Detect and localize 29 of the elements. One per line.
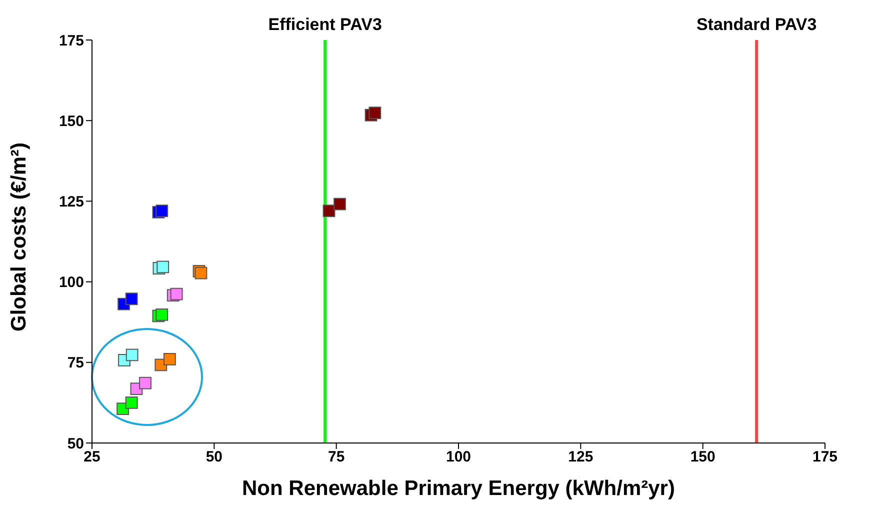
x-tick-label: 50 <box>206 448 223 466</box>
point <box>156 204 168 218</box>
y-axis-title: Global costs (€/m²) <box>7 142 30 332</box>
x-tick-label: 75 <box>328 448 345 466</box>
x-tick-label: 25 <box>84 448 100 466</box>
x-tick-label: 150 <box>690 448 716 466</box>
y-tick-label: 125 <box>58 194 84 211</box>
ref-line-label: Efficient PAV3 <box>268 15 382 34</box>
point <box>156 308 168 321</box>
point <box>125 396 138 409</box>
x-tick-label: 125 <box>568 448 594 466</box>
x-tick-label: 175 <box>812 448 838 466</box>
x-tick-label: 100 <box>446 448 472 466</box>
x-axis-title: Non Renewable Primary Energy (kWh/m²yr) <box>242 477 675 500</box>
point <box>125 292 138 306</box>
point <box>170 288 183 300</box>
y-tick-label: 75 <box>67 354 84 372</box>
y-tick-label: 50 <box>67 435 84 452</box>
point <box>163 352 176 366</box>
point <box>156 260 170 274</box>
y-tick-label: 100 <box>58 274 84 292</box>
point <box>368 106 382 120</box>
y-tick-label: 150 <box>58 112 84 130</box>
point <box>139 376 152 390</box>
y-tick-label: 175 <box>58 32 84 50</box>
point <box>322 204 336 218</box>
ref-line-label: Standard PAV3 <box>696 15 817 34</box>
point <box>334 198 346 210</box>
point <box>126 348 138 362</box>
